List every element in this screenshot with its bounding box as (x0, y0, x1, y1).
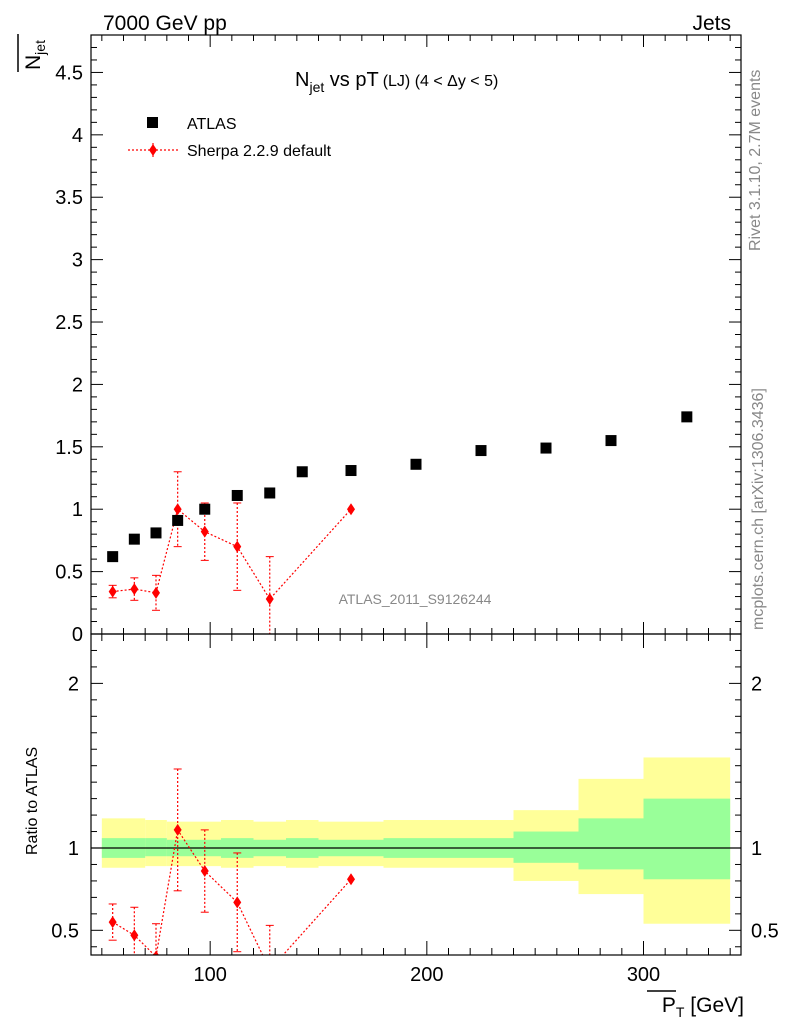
ratio-point (347, 873, 355, 886)
ratio-point (200, 865, 209, 878)
ratio-y-label: Ratio to ATLAS (24, 747, 41, 855)
x-axis-label: PT [GeV] (647, 990, 744, 1020)
atlas-point (128, 533, 140, 545)
legend-sherpa-marker (149, 144, 157, 156)
atlas-point (681, 411, 693, 423)
title-n: N (295, 69, 309, 91)
title-vs: vs pT (324, 69, 378, 91)
ratio-y-tick-label-right: 0.5 (751, 920, 779, 942)
atlas-point (150, 527, 162, 539)
source-label: mcplots.cern.ch [arXiv:1306.3436] (750, 388, 767, 630)
ratio-panel: 0.5 0.5 1 1 2 2 100 200 300 (51, 633, 779, 986)
ratio-frame (90, 633, 742, 956)
sherpa-point (173, 503, 182, 516)
ratio-sherpa-line (112, 828, 352, 955)
title-subscript: jet (308, 79, 324, 95)
x-tick-label: 200 (410, 964, 443, 986)
sherpa-point (347, 503, 355, 516)
xlabel-p: P (662, 994, 676, 1017)
y-tick-label: 0.5 (55, 562, 83, 584)
ylabel-n: N (22, 55, 45, 70)
atlas-point (264, 487, 276, 499)
atlas-point (345, 465, 357, 477)
xlabel-subscript: T (676, 1004, 685, 1020)
y-tick-label: 3.5 (55, 187, 83, 209)
legend-atlas-marker (147, 117, 158, 128)
rivet-label: Rivet 3.1.10, 2.7M events (747, 70, 764, 251)
y-tick-label: 4 (72, 125, 83, 147)
ratio-y-tick-label: 1 (68, 838, 79, 860)
ratio-point (108, 916, 117, 929)
sherpa-point (200, 525, 209, 538)
ratio-point (233, 896, 242, 909)
x-tick-label: 300 (627, 964, 660, 986)
atlas-point (410, 458, 422, 470)
ylabel-subscript: jet (32, 40, 48, 56)
plot-title: Njet vs pT (LJ) (4 < Δy < 5) (295, 69, 498, 95)
legend-atlas-label: ATLAS (187, 116, 237, 133)
header-energy: 7000 GeV pp (103, 12, 227, 35)
y-tick-label: 2.5 (55, 312, 83, 334)
ratio-y-tick-label-right: 2 (751, 673, 762, 695)
y-tick-label: 1 (72, 499, 83, 521)
uncertainty-band-inner (643, 798, 731, 880)
y-tick-label: 3 (72, 250, 83, 272)
uncertainty-band-inner (513, 831, 579, 863)
xlabel-unit: [GeV] (684, 994, 744, 1017)
sherpa-point (233, 540, 242, 553)
sherpa-line (112, 508, 352, 601)
sherpa-point (265, 593, 274, 606)
atlas-point (172, 514, 184, 526)
main-plot-area (107, 411, 693, 634)
legend: ATLAS Sherpa 2.2.9 default (128, 116, 332, 160)
sherpa-point (152, 586, 160, 599)
atlas-point (199, 503, 211, 515)
uncertainty-band-inner (578, 818, 644, 870)
ratio-point (130, 929, 139, 942)
ratio-y-tick-label: 2 (68, 673, 79, 695)
atlas-point (296, 466, 308, 478)
ratio-y-tick-label: 0.5 (51, 920, 79, 942)
y-tick-label: 0 (72, 624, 83, 646)
sherpa-point (108, 585, 117, 598)
legend-sherpa-label: Sherpa 2.2.9 default (187, 143, 332, 160)
svg-text:Njet: Njet (22, 40, 48, 70)
atlas-point (540, 442, 552, 454)
header-jets: Jets (692, 12, 731, 35)
sherpa-point (130, 583, 139, 596)
main-panel: 0 0.5 1 1.5 2 2.5 3 3.5 4 4.5 (55, 34, 742, 646)
atlas-point (605, 435, 617, 447)
atlas-point (475, 445, 487, 457)
ratio-point (153, 950, 159, 955)
ratio-y-tick-label-right: 1 (751, 838, 762, 860)
atlas-point (231, 489, 243, 501)
y-axis-label: Njet (17, 34, 48, 72)
analysis-watermark: ATLAS_2011_S9126244 (339, 591, 492, 607)
ratio-plot-area (91, 757, 741, 976)
title-extra: (LJ) (4 < Δy < 5) (383, 73, 499, 90)
y-tick-label: 4.5 (55, 62, 83, 84)
uncertainty-band-inner (145, 838, 167, 857)
atlas-point (107, 551, 119, 563)
svg-text:PT [GeV]: PT [GeV] (662, 994, 744, 1020)
y-tick-label: 2 (72, 374, 83, 396)
x-tick-label: 100 (193, 964, 226, 986)
y-tick-label: 1.5 (55, 437, 83, 459)
ratio-point (266, 964, 274, 976)
ratio-point (173, 823, 182, 836)
